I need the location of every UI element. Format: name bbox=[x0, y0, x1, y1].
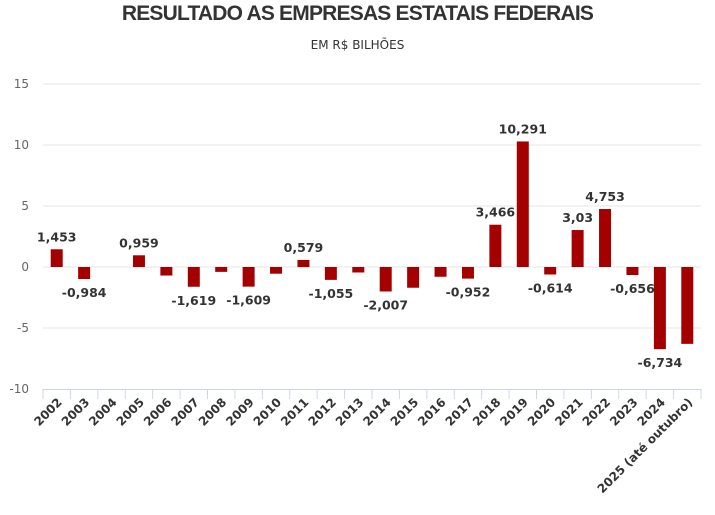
data-label: -1,055 bbox=[309, 286, 354, 301]
x-tick-label: 2020 bbox=[525, 395, 559, 429]
x-tick-label: 2003 bbox=[59, 395, 93, 429]
y-tick-label: 5 bbox=[21, 199, 29, 213]
data-label: 1,453 bbox=[37, 229, 77, 244]
x-tick-label: 2006 bbox=[141, 395, 175, 429]
data-label: -0,614 bbox=[528, 280, 573, 295]
bar-2023[interactable] bbox=[626, 267, 639, 276]
x-tick-label: 2013 bbox=[333, 395, 367, 429]
bar-2016[interactable] bbox=[434, 267, 447, 277]
x-tick-label: 2010 bbox=[251, 395, 285, 429]
x-tick-label: 2005 bbox=[114, 395, 148, 429]
bar-2017[interactable] bbox=[461, 267, 474, 279]
y-tick-label: 15 bbox=[14, 77, 29, 91]
bar-2019[interactable] bbox=[516, 141, 529, 267]
bar-2021[interactable] bbox=[571, 230, 584, 267]
bar-2013[interactable] bbox=[352, 267, 365, 273]
bar-2020[interactable] bbox=[544, 267, 557, 275]
bar-2010[interactable] bbox=[270, 267, 283, 274]
bar-2003[interactable] bbox=[78, 267, 91, 280]
bar-2012[interactable] bbox=[324, 267, 337, 280]
y-tick-label: -10 bbox=[9, 382, 29, 396]
data-label: -2,007 bbox=[363, 297, 408, 312]
x-tick-label: 2009 bbox=[223, 395, 257, 429]
data-label: -1,619 bbox=[171, 293, 216, 308]
x-tick-label: 2016 bbox=[415, 395, 449, 429]
y-axis: 15 10 5 0 -5 -10 bbox=[9, 77, 29, 396]
data-label: 0,959 bbox=[119, 235, 159, 250]
x-tick-label: 2019 bbox=[497, 395, 531, 429]
bar-2022[interactable] bbox=[599, 209, 612, 267]
bar-2009[interactable] bbox=[242, 267, 255, 287]
gridlines bbox=[43, 83, 701, 329]
x-tick-label: 2014 bbox=[360, 395, 394, 429]
data-label: -0,952 bbox=[446, 285, 491, 300]
x-tick-label: 2007 bbox=[168, 395, 202, 429]
bar-2015[interactable] bbox=[407, 267, 420, 288]
x-tick-label: 2015 bbox=[388, 395, 422, 429]
bar-2008[interactable] bbox=[215, 267, 228, 272]
bar-2024[interactable] bbox=[653, 267, 666, 350]
x-tick-label: 2004 bbox=[86, 395, 120, 429]
chart-title: RESULTADO AS EMPRESAS ESTATAIS FEDERAIS bbox=[121, 2, 594, 25]
bars bbox=[50, 141, 694, 350]
data-label: 10,291 bbox=[499, 121, 547, 136]
data-label: -0,984 bbox=[62, 285, 107, 300]
bar-2006[interactable] bbox=[160, 267, 173, 276]
x-tick-label: 2011 bbox=[278, 395, 312, 429]
data-label: 3,03 bbox=[562, 210, 593, 225]
x-tick-label: 2022 bbox=[580, 395, 614, 429]
bar-2018[interactable] bbox=[489, 224, 502, 267]
bar-2005[interactable] bbox=[132, 255, 145, 267]
x-axis: 2002200320042005200620072008200920102011… bbox=[31, 389, 702, 496]
y-tick-label: 10 bbox=[14, 138, 29, 152]
data-label: 4,753 bbox=[585, 189, 625, 204]
x-tick-label: 2023 bbox=[607, 395, 641, 429]
data-label: -6,734 bbox=[638, 355, 683, 370]
bar-2014[interactable] bbox=[379, 267, 392, 292]
chart-subtitle: EM R$ BILHÕES bbox=[310, 38, 405, 52]
data-label: 0,579 bbox=[284, 240, 324, 255]
bar-2011[interactable] bbox=[297, 259, 310, 267]
x-tick-label: 2021 bbox=[552, 395, 586, 429]
data-label: -0,656 bbox=[610, 281, 655, 296]
x-tick-label: 2017 bbox=[443, 395, 477, 429]
x-tick-label: 2018 bbox=[470, 395, 504, 429]
x-tick-label: 2012 bbox=[305, 395, 339, 429]
bar-2002[interactable] bbox=[50, 249, 63, 267]
data-label: -1,609 bbox=[226, 293, 271, 308]
x-tick-label: 2008 bbox=[196, 395, 230, 429]
y-tick-label: -5 bbox=[17, 321, 29, 335]
x-tick-label: 2002 bbox=[31, 395, 65, 429]
bar-2025[interactable] bbox=[681, 267, 694, 344]
data-label: 3,466 bbox=[476, 205, 516, 220]
bar-2007[interactable] bbox=[187, 267, 200, 287]
y-tick-label: 0 bbox=[21, 260, 29, 274]
